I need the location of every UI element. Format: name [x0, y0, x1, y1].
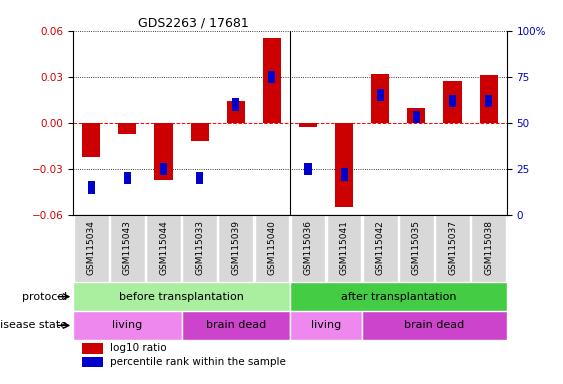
Text: protocol: protocol	[23, 291, 68, 302]
Bar	[191, 123, 209, 141]
Text: living: living	[311, 320, 341, 331]
Text: after transplantation: after transplantation	[341, 291, 456, 302]
Text: GSM115042: GSM115042	[376, 220, 385, 275]
Bar	[232, 98, 239, 111]
Bar	[88, 181, 95, 194]
Bar	[227, 101, 245, 123]
FancyBboxPatch shape	[471, 215, 506, 282]
FancyBboxPatch shape	[110, 215, 145, 282]
Text: GSM115044: GSM115044	[159, 220, 168, 275]
Bar	[118, 123, 136, 134]
Bar	[160, 163, 167, 175]
FancyBboxPatch shape	[146, 215, 181, 282]
Text: GSM115037: GSM115037	[448, 220, 457, 275]
Text: GSM115038: GSM115038	[484, 220, 493, 275]
FancyBboxPatch shape	[435, 215, 470, 282]
Bar	[413, 111, 420, 124]
Text: percentile rank within the sample: percentile rank within the sample	[110, 357, 286, 367]
Bar	[263, 38, 281, 123]
Bar	[290, 311, 362, 340]
Bar	[299, 123, 317, 127]
FancyBboxPatch shape	[399, 215, 434, 282]
Bar	[181, 311, 290, 340]
FancyBboxPatch shape	[218, 215, 253, 282]
Bar	[341, 168, 348, 180]
Text: GSM115039: GSM115039	[231, 220, 240, 275]
Bar	[73, 282, 290, 311]
Text: living: living	[112, 320, 142, 331]
Text: brain dead: brain dead	[404, 320, 464, 331]
Bar	[377, 89, 384, 101]
FancyBboxPatch shape	[182, 215, 217, 282]
FancyBboxPatch shape	[291, 215, 325, 282]
Bar	[408, 108, 426, 123]
Bar	[305, 163, 312, 175]
Bar	[73, 311, 181, 340]
Bar	[82, 343, 102, 354]
Bar	[371, 74, 389, 123]
Bar	[124, 172, 131, 184]
Bar	[362, 311, 507, 340]
Bar	[444, 81, 462, 123]
Bar	[154, 123, 172, 180]
Text: before transplantation: before transplantation	[119, 291, 244, 302]
Bar	[82, 123, 100, 157]
Text: GSM115036: GSM115036	[303, 220, 312, 275]
Bar	[290, 282, 507, 311]
Bar	[268, 71, 275, 83]
FancyBboxPatch shape	[254, 215, 289, 282]
Text: GSM115033: GSM115033	[195, 220, 204, 275]
Bar	[449, 94, 456, 107]
Bar	[196, 172, 203, 184]
Bar	[82, 357, 102, 367]
FancyBboxPatch shape	[327, 215, 361, 282]
Text: GSM115043: GSM115043	[123, 220, 132, 275]
Text: brain dead: brain dead	[205, 320, 266, 331]
Text: GSM115034: GSM115034	[87, 220, 96, 275]
Text: GDS2263 / 17681: GDS2263 / 17681	[138, 17, 249, 30]
Bar	[485, 94, 492, 107]
Bar	[335, 123, 353, 207]
Bar	[480, 75, 498, 123]
FancyBboxPatch shape	[74, 215, 109, 282]
Text: GSM115041: GSM115041	[339, 220, 348, 275]
Text: disease state: disease state	[0, 320, 68, 331]
FancyBboxPatch shape	[363, 215, 397, 282]
Text: GSM115040: GSM115040	[267, 220, 276, 275]
Text: GSM115035: GSM115035	[412, 220, 421, 275]
Text: log10 ratio: log10 ratio	[110, 343, 167, 353]
